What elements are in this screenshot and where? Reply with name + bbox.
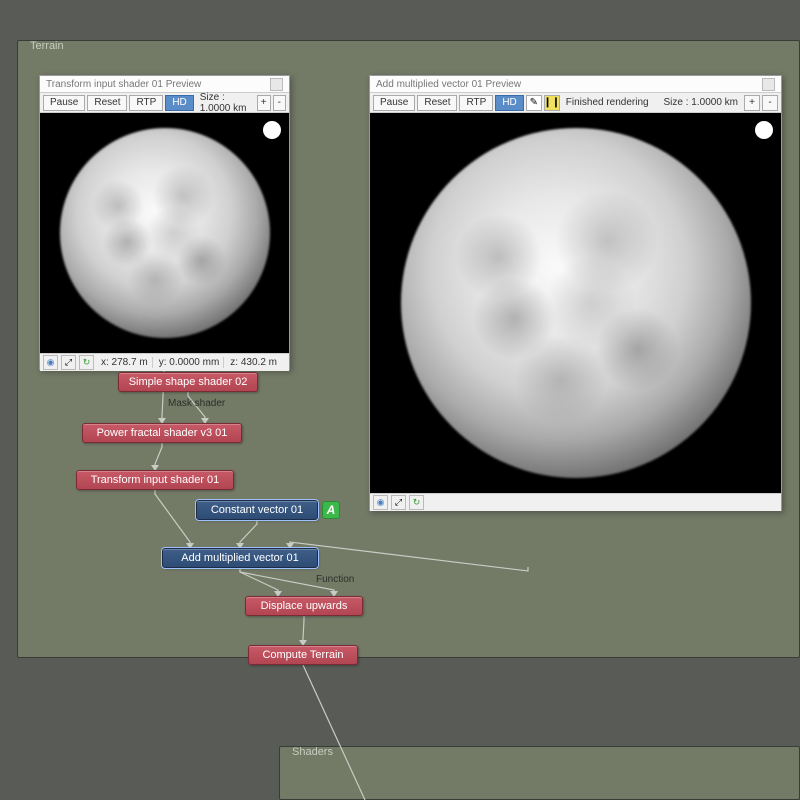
hd-button[interactable]: HD (165, 95, 193, 111)
reset-button[interactable]: Reset (417, 95, 457, 111)
close-icon[interactable] (270, 78, 283, 91)
pause-button[interactable]: Pause (43, 95, 85, 111)
preview-titlebar[interactable]: Add multiplied vector 01 Preview (370, 76, 781, 93)
eye-icon[interactable]: ◉ (373, 495, 388, 510)
status-z: z: 430.2 m (226, 357, 281, 368)
preview-canvas[interactable] (370, 113, 781, 493)
render-sphere (401, 128, 751, 478)
hd-button[interactable]: HD (495, 95, 523, 111)
preview-statusbar: ◉ ⤢ ↻ (370, 493, 781, 511)
shaders-panel: Shaders (279, 746, 800, 800)
close-icon[interactable] (762, 78, 775, 91)
preview-titlebar[interactable]: Transform input shader 01 Preview (40, 76, 289, 93)
render-status-label: Finished rendering (562, 97, 653, 108)
node-power_fractal[interactable]: Power fractal shader v3 01 (82, 423, 242, 443)
status-x: x: 278.7 m (97, 357, 153, 368)
shaders-panel-title: Shaders (288, 746, 337, 758)
zoom-out-button[interactable]: - (273, 95, 286, 111)
eye-icon[interactable]: ◉ (43, 355, 58, 370)
sun-widget-icon[interactable] (263, 121, 281, 139)
size-label: Size : 1.0000 km (196, 92, 255, 114)
preview-toolbar: Pause Reset RTP HD Size : 1.0000 km + - (40, 93, 289, 113)
node-displace_up[interactable]: Displace upwards (245, 596, 363, 616)
preview-window-addmult: Add multiplied vector 01 Preview Pause R… (369, 75, 782, 511)
rtp-button[interactable]: RTP (459, 95, 493, 111)
tool-icon[interactable]: ⤢ (61, 355, 76, 370)
zoom-in-button[interactable]: + (744, 95, 760, 111)
preview-statusbar: ◉ ⤢ ↻ x: 278.7 m y: 0.0000 mm z: 430.2 m (40, 353, 289, 371)
brush-icon[interactable]: ✎ (526, 95, 542, 111)
node-add_mult[interactable]: Add multiplied vector 01 (162, 548, 318, 568)
refresh-icon[interactable]: ↻ (79, 355, 94, 370)
preview-title: Transform input shader 01 Preview (46, 79, 201, 90)
preview-canvas[interactable] (40, 113, 289, 353)
render-sphere (60, 128, 270, 338)
node-const_vec[interactable]: Constant vector 01 (196, 500, 318, 520)
pause-icon[interactable]: ❙❙ (544, 95, 560, 111)
refresh-icon[interactable]: ↻ (409, 495, 424, 510)
pause-button[interactable]: Pause (373, 95, 415, 111)
preview-toolbar: Pause Reset RTP HD ✎ ❙❙ Finished renderi… (370, 93, 781, 113)
size-label: Size : 1.0000 km (660, 97, 742, 108)
node-transform[interactable]: Transform input shader 01 (76, 470, 234, 490)
rtp-button[interactable]: RTP (129, 95, 163, 111)
node-compute[interactable]: Compute Terrain (248, 645, 358, 665)
node-simple_shape[interactable]: Simple shape shader 02 (118, 372, 258, 392)
sun-widget-icon[interactable] (755, 121, 773, 139)
zoom-out-button[interactable]: - (762, 95, 778, 111)
preview-window-transform: Transform input shader 01 Preview Pause … (39, 75, 290, 370)
preview-title: Add multiplied vector 01 Preview (376, 79, 521, 90)
reset-button[interactable]: Reset (87, 95, 127, 111)
status-y: y: 0.0000 mm (155, 357, 225, 368)
tool-icon[interactable]: ⤢ (391, 495, 406, 510)
terrain-panel-title: Terrain (26, 40, 68, 52)
zoom-in-button[interactable]: + (257, 95, 271, 111)
